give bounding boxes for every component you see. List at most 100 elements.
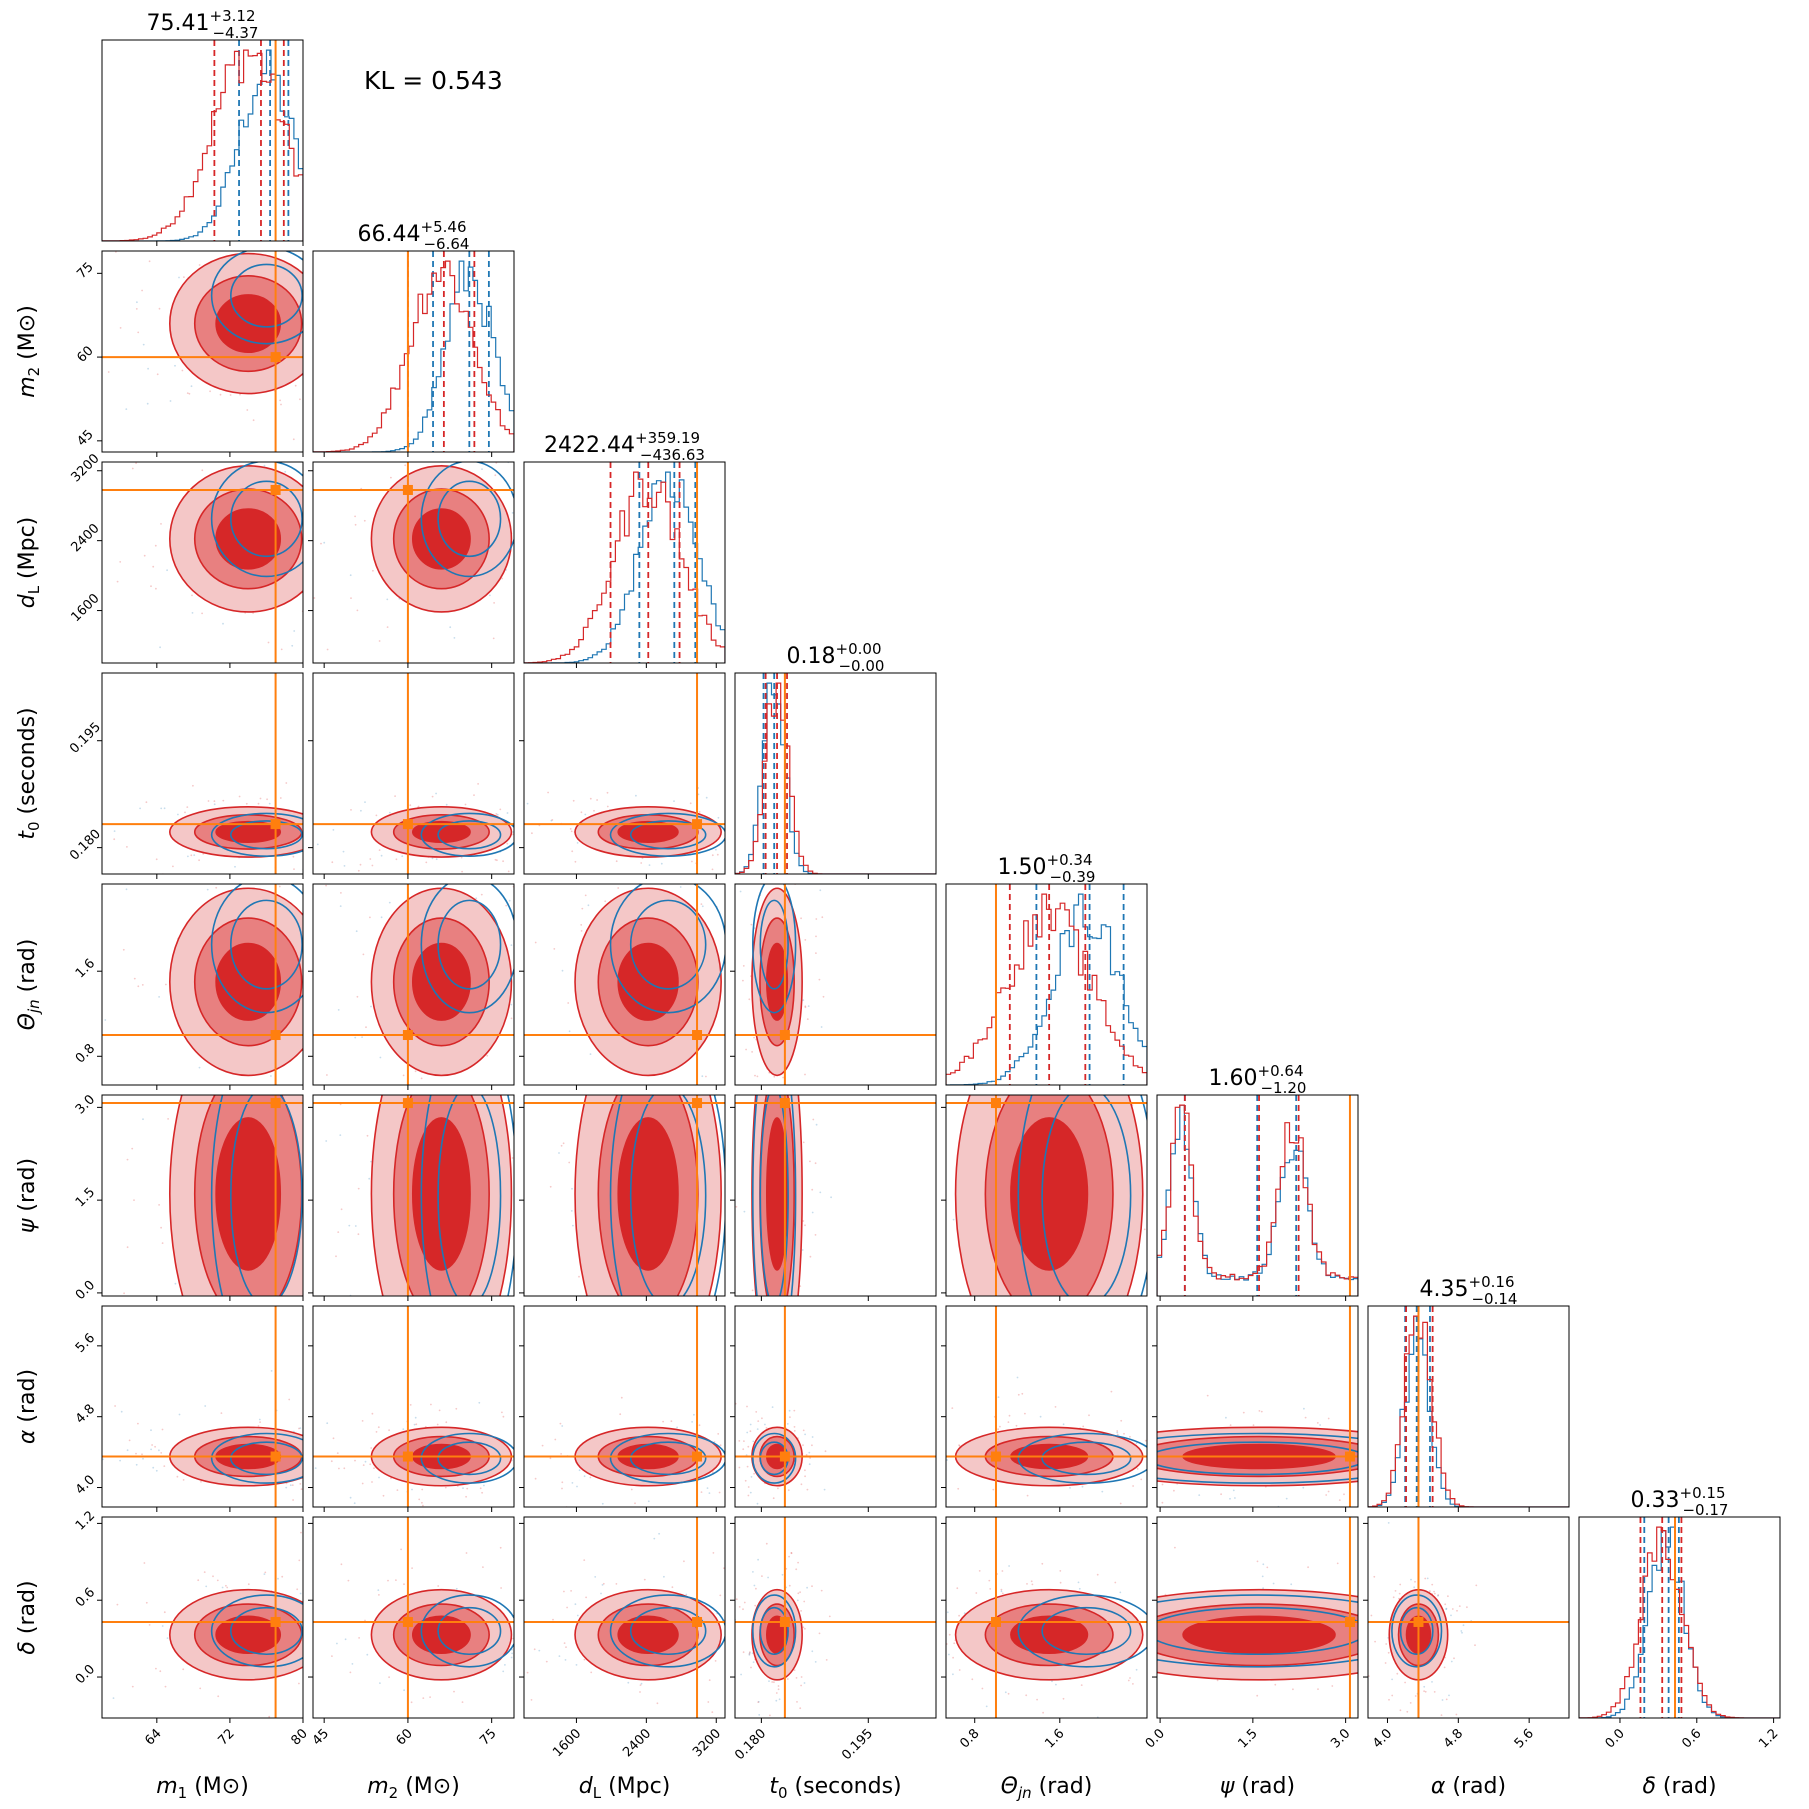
scatter-point xyxy=(453,1690,455,1693)
scatter-point xyxy=(558,1655,561,1657)
scatter-point xyxy=(244,866,246,868)
contour-blue-0 xyxy=(609,884,725,1014)
scatter-point xyxy=(481,1491,483,1494)
scatter-point xyxy=(760,864,762,866)
scatter-point xyxy=(782,1076,784,1079)
scatter-point xyxy=(135,1452,137,1455)
scatter-point xyxy=(796,1701,798,1703)
contour-red-2 xyxy=(1182,1615,1336,1655)
scatter-point xyxy=(1242,1411,1245,1414)
scatter-point xyxy=(767,1088,769,1090)
x-axis-label-m1: m1 (M⊙) xyxy=(156,1774,249,1802)
scatter-point xyxy=(775,1303,777,1305)
scatter-point xyxy=(648,864,651,866)
scatter-point xyxy=(590,1063,592,1065)
scatter-point xyxy=(259,1421,261,1423)
scatter-point xyxy=(446,1529,448,1531)
scatter-point xyxy=(747,1062,749,1064)
scatter-point xyxy=(570,1590,572,1592)
y-axis-label-theta: Θjn (rad) xyxy=(15,939,43,1031)
scatter-point xyxy=(1307,1566,1309,1569)
contour-blue-1 xyxy=(629,820,707,850)
scatter-point xyxy=(249,670,251,672)
scatter-point xyxy=(263,1573,266,1575)
scatter-point xyxy=(1374,1453,1376,1455)
scatter-point xyxy=(206,423,208,425)
scatter-point xyxy=(752,1661,755,1663)
scatter-point xyxy=(745,1613,747,1615)
scatter-point xyxy=(1077,1581,1080,1584)
scatter-point xyxy=(485,1078,487,1080)
scatter-point xyxy=(147,367,149,370)
scatter-point xyxy=(1144,1439,1147,1442)
scatter-point xyxy=(425,1083,427,1085)
scatter-point xyxy=(541,1444,544,1447)
scatter-point xyxy=(1378,1429,1380,1431)
scatter-point xyxy=(300,1488,303,1490)
scatter-point xyxy=(505,1439,507,1441)
scatter-point xyxy=(1437,1594,1439,1597)
scatter-point xyxy=(1423,1690,1425,1692)
scatter-point xyxy=(1374,1463,1376,1465)
scatter-point xyxy=(712,1552,715,1554)
scatter-point xyxy=(750,1068,752,1070)
scatter-point xyxy=(92,1210,94,1212)
scatter-point xyxy=(518,1607,520,1609)
scatter-point xyxy=(543,1678,545,1680)
scatter-point xyxy=(1000,1590,1003,1593)
scatter-point xyxy=(225,1584,227,1587)
scatter-point xyxy=(1115,1061,1117,1063)
scatter-point xyxy=(1046,1072,1048,1074)
scatter-point xyxy=(158,996,160,998)
scatter-point xyxy=(953,1642,956,1645)
scatter-point xyxy=(1121,1569,1123,1571)
scatter-point xyxy=(375,814,378,817)
scatter-point xyxy=(748,998,751,1001)
scatter-point xyxy=(556,986,558,988)
scatter-point xyxy=(1441,1699,1444,1701)
scatter-point xyxy=(758,1316,760,1318)
scatter-point xyxy=(555,1087,557,1089)
scatter-point xyxy=(172,460,174,462)
scatter-point xyxy=(1136,1468,1139,1470)
panel-dL-dL: 2422.44+359.19 −436.63 xyxy=(523,429,726,668)
scatter-point xyxy=(186,664,188,666)
panel-theta-t0 xyxy=(730,845,937,1090)
scatter-point xyxy=(685,1380,687,1382)
scatter-point xyxy=(304,1000,306,1002)
scatter-point xyxy=(1378,1632,1380,1634)
scatter-point xyxy=(245,1719,247,1721)
panel-alpha-dL xyxy=(505,1305,726,1512)
x-tick-label-delta-0: 0.0 xyxy=(1603,1726,1628,1751)
scatter-point xyxy=(485,456,487,458)
scatter-point xyxy=(216,1579,219,1582)
scatter-point xyxy=(802,1038,804,1040)
scatter-point xyxy=(788,1409,791,1412)
scatter-point xyxy=(701,1075,704,1078)
panel-frame xyxy=(1367,1516,1570,1719)
scatter-point xyxy=(337,1231,340,1233)
y-tick-label-dL-1: 2400 xyxy=(69,521,103,555)
scatter-point xyxy=(354,852,356,854)
panel-frame xyxy=(312,1305,515,1508)
scatter-point xyxy=(319,289,321,291)
scatter-point xyxy=(746,1465,749,1468)
scatter-point xyxy=(372,569,374,572)
scatter-point xyxy=(542,1230,544,1232)
scatter-point xyxy=(1143,1479,1145,1481)
scatter-point xyxy=(489,594,491,597)
scatter-point xyxy=(1059,1581,1062,1584)
scatter-point xyxy=(219,393,222,396)
scatter-point xyxy=(341,269,343,271)
scatter-point xyxy=(160,1197,162,1199)
scatter-point xyxy=(1135,1442,1138,1445)
scatter-point xyxy=(307,1073,309,1075)
scatter-point xyxy=(740,1673,742,1676)
scatter-point xyxy=(148,1127,150,1129)
scatter-point xyxy=(400,1548,402,1551)
scatter-point xyxy=(308,572,310,574)
scatter-point xyxy=(748,1652,751,1654)
scatter-point xyxy=(744,845,746,847)
scatter-point xyxy=(606,805,609,808)
scatter-point xyxy=(769,1714,771,1717)
